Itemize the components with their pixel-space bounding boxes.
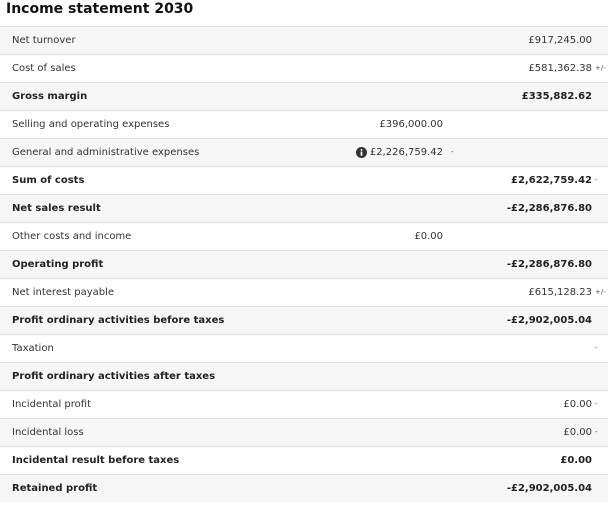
right-value: -£2,902,005.04 [506, 315, 592, 326]
right-value: £0.00 [563, 399, 592, 410]
statement-row: Net interest payable £615,128.23 +/- [0, 278, 608, 307]
statement-row: Net turnover £917,245.00 [0, 26, 608, 54]
right-value: £335,882.62 [521, 91, 592, 102]
statement-table: Net turnover £917,245.00 Cost of sales £581… [0, 26, 608, 502]
middle-value: £396,000.00 [379, 119, 443, 130]
value-suffix: - [595, 400, 598, 408]
value-suffix: - [595, 344, 598, 352]
row-label: Profit ordinary activities after taxes [12, 371, 216, 382]
right-value: -£2,286,876.80 [506, 259, 592, 270]
statement-row: Profit ordinary activities after taxes [0, 362, 608, 390]
row-label: Taxation [12, 343, 54, 354]
row-label: Net sales result [12, 203, 101, 214]
row-label: Incidental result before taxes [12, 455, 180, 466]
right-value: -£2,286,876.80 [506, 203, 592, 214]
statement-row: General and administrative expenses £2,22… [0, 138, 608, 167]
statement-row: Sum of costs £2,622,759.42- [0, 166, 608, 194]
statement-row: Net sales result -£2,286,876.80 [0, 194, 608, 222]
row-label: Profit ordinary activities before taxes [12, 315, 225, 326]
row-label: General and administrative expenses [12, 147, 200, 158]
row-label: Sum of costs [12, 175, 85, 186]
statement-row: Profit ordinary activities before taxes -… [0, 306, 608, 334]
right-value: £0.00 [560, 455, 592, 466]
right-value: -£2,902,005.04 [506, 483, 592, 494]
right-value: £581,362.38 [528, 63, 592, 74]
statement-row: Incidental loss £0.00- [0, 418, 608, 447]
row-label: Operating profit [12, 259, 104, 270]
right-value: £0.00 [563, 427, 592, 438]
statement-row: Retained profit -£2,902,005.04 [0, 474, 608, 502]
row-label: Retained profit [12, 483, 98, 494]
row-label: Incidental profit [12, 399, 91, 410]
value-suffix: +/- [595, 64, 606, 72]
row-label: Incidental loss [12, 427, 84, 438]
value-suffix: - [595, 428, 598, 436]
middle-value: £0.00 [414, 231, 443, 242]
value-suffix: +/- [595, 288, 606, 296]
right-value: £615,128.23 [528, 287, 592, 298]
right-value: £2,622,759.42 [511, 175, 592, 186]
info-icon[interactable] [356, 147, 367, 158]
statement-row: Cost of sales £581,362.38 +/- [0, 54, 608, 83]
statement-row: Operating profit -£2,286,876.80 [0, 250, 608, 278]
title: Income statement 2030 [6, 1, 194, 17]
statement-row: Taxation - [0, 334, 608, 363]
statement-row: Other costs and income £0.00 [0, 222, 608, 250]
row-label: Other costs and income [12, 231, 132, 242]
statement-row: Incidental result before taxes £0.00 [0, 446, 608, 474]
middle-value: £2,226,759.42 [369, 147, 443, 158]
statement-row: Incidental profit £0.00- [0, 390, 608, 418]
row-label: Net turnover [12, 35, 76, 46]
statement-row: Selling and operating expenses £396,000.0… [0, 110, 608, 138]
middle-suffix: - [451, 148, 454, 156]
value-suffix: - [595, 176, 598, 184]
statement-row: Gross margin £335,882.62 [0, 82, 608, 110]
row-label: Selling and operating expenses [12, 119, 170, 130]
row-label: Cost of sales [12, 63, 76, 74]
right-value: £917,245.00 [528, 35, 592, 46]
row-label: Gross margin [12, 91, 88, 102]
row-label: Net interest payable [12, 287, 115, 298]
